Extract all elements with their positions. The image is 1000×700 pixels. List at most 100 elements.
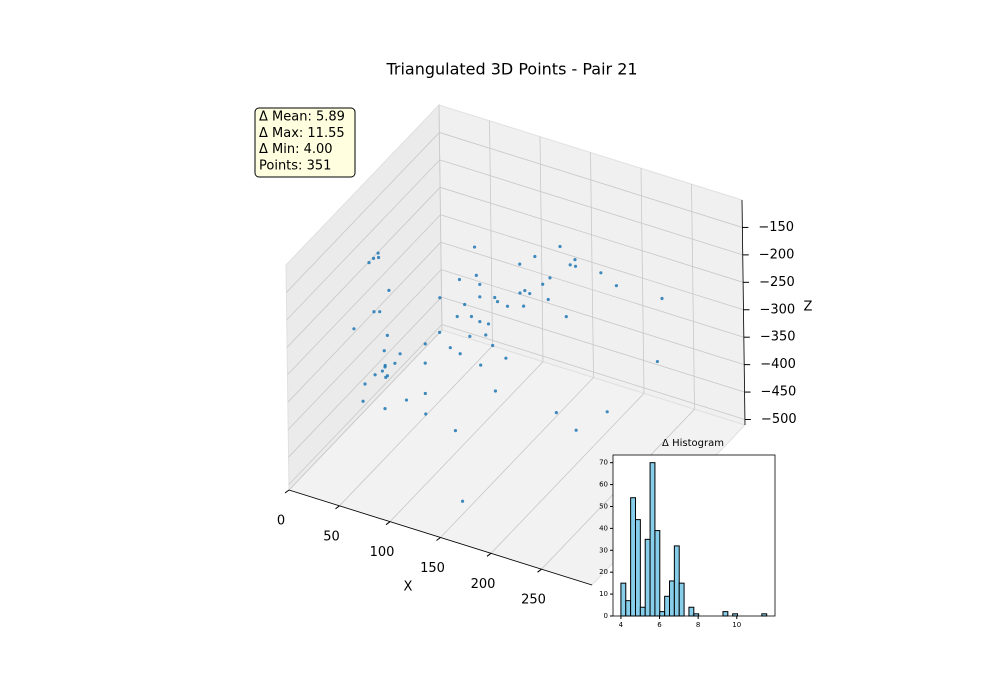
z-tick-label: −300 [759,302,795,317]
point [387,288,391,292]
point [655,359,659,364]
x-axis-label: X [404,580,413,595]
y-tick-label: 40 [599,524,608,532]
y-tick-label: 30 [599,546,608,554]
point [493,389,498,393]
chart-title: Triangulated 3D Points - Pair 21 [385,60,637,79]
point [599,271,603,275]
grid-line [441,324,746,420]
grid-line [389,361,544,522]
point [384,375,388,379]
point [453,429,458,433]
point [523,288,527,293]
point [448,346,452,350]
z-axis-label: Z [804,300,813,315]
z-tick-label: −400 [760,357,796,372]
point [372,310,376,314]
stats-text: Δ Max: 11.55 [259,126,345,141]
point [478,282,482,287]
point [479,363,483,367]
x-tick [486,552,492,557]
grid-line [439,132,743,228]
z-axis [741,199,746,426]
z-tick-label: −200 [759,247,795,262]
point [423,391,427,396]
point [463,302,467,307]
bar [625,600,632,617]
grid-line [286,159,441,321]
bar [669,580,675,617]
stats-text: Points: 351 [259,158,331,173]
bar [664,595,671,617]
point [438,330,442,334]
grid-line [287,269,442,430]
y-tick-label: 50 [599,502,608,510]
bar [630,497,636,617]
point [474,273,478,277]
point [478,320,482,324]
point [385,333,389,338]
grid-line [286,187,441,348]
point [457,277,462,282]
grid-line [490,393,645,554]
point [376,255,381,260]
point [614,284,619,288]
grid-line [440,214,744,311]
point [423,342,427,346]
point [469,314,474,319]
bar [688,606,695,617]
inset-frame [612,454,776,617]
point [574,428,578,432]
point [573,258,577,262]
bar [654,530,661,617]
grid-line [439,159,743,256]
point [548,276,552,280]
point [521,304,526,308]
point [371,256,376,261]
point [404,398,409,402]
x-tick [335,505,340,510]
grid-line [539,136,544,362]
bar [634,519,641,617]
grid-line [287,241,442,403]
point [558,244,562,249]
grid-line [439,186,744,283]
grid-line [288,296,442,458]
grid-line [288,329,443,491]
grid-line [691,184,695,410]
x-axis [288,489,593,586]
point [505,304,510,308]
point [495,300,500,304]
point [554,411,558,415]
bar [639,606,646,617]
grid-line [339,345,493,507]
x-tick-label: 4 [619,621,624,629]
point [367,261,371,265]
point [376,251,380,255]
y-tick-label: 0 [604,612,608,620]
point [660,296,664,301]
x-tick-label: 8 [696,621,700,629]
point [382,349,386,353]
point [518,291,522,295]
grid-line [288,324,443,485]
point [528,291,532,296]
bar [649,462,656,617]
z-tick-label: −450 [761,385,797,400]
x-tick-label: 100 [370,545,395,560]
point [546,297,550,302]
z-tick-label: −150 [758,220,794,235]
stats-box [254,107,356,178]
point [363,382,367,386]
x-tick-label: 10 [732,621,741,629]
x-tick-label: 50 [323,529,340,544]
grid-line [590,152,594,378]
bar [644,538,651,617]
y-tick-label: 60 [599,481,608,489]
point [438,296,442,300]
x-tick-label: 0 [277,514,285,529]
x-tick [436,537,441,541]
point [458,352,462,356]
point [605,410,609,414]
